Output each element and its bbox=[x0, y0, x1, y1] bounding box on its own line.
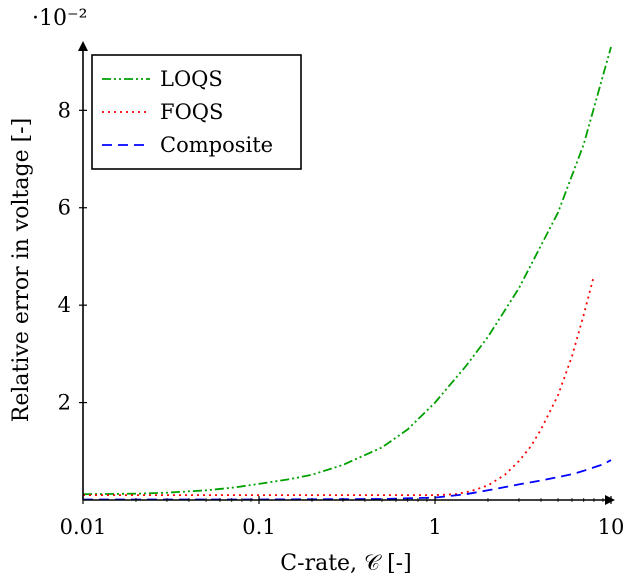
series-line-loqs bbox=[82, 46, 612, 496]
legend-label-loqs: LOQS bbox=[160, 67, 223, 91]
y-axis-arrow bbox=[78, 41, 88, 51]
y-multiplier-label: ·10⁻² bbox=[32, 6, 87, 31]
y-axis-label: Relative error in voltage [-] bbox=[9, 118, 34, 422]
series-line-composite bbox=[83, 459, 612, 501]
x-tick-label: 0.1 bbox=[242, 515, 275, 539]
y-tick-label: 8 bbox=[58, 98, 71, 122]
y-tick-label: 6 bbox=[58, 196, 71, 220]
x-axis-label: C-rate, 𝒞 [-] bbox=[280, 551, 411, 576]
series-line-foqs bbox=[83, 275, 595, 497]
legend-label-foqs: FOQS bbox=[160, 100, 223, 124]
y-tick-label: 2 bbox=[58, 391, 71, 415]
legend-label-composite: Composite bbox=[160, 133, 273, 157]
y-tick-label: 4 bbox=[58, 293, 71, 317]
legend: LOQS FOQS Composite bbox=[91, 54, 302, 170]
x-tick-label: 1 bbox=[428, 515, 441, 539]
x-ticks: 0.01 0.1 1 10 bbox=[60, 496, 625, 539]
axes bbox=[78, 41, 615, 505]
x-axis-arrow bbox=[605, 495, 615, 505]
x-tick-label: 10 bbox=[598, 515, 625, 539]
plot-lines bbox=[82, 46, 612, 501]
x-tick-label: 0.01 bbox=[60, 515, 107, 539]
y-ticks: 2 4 6 8 bbox=[58, 98, 87, 415]
